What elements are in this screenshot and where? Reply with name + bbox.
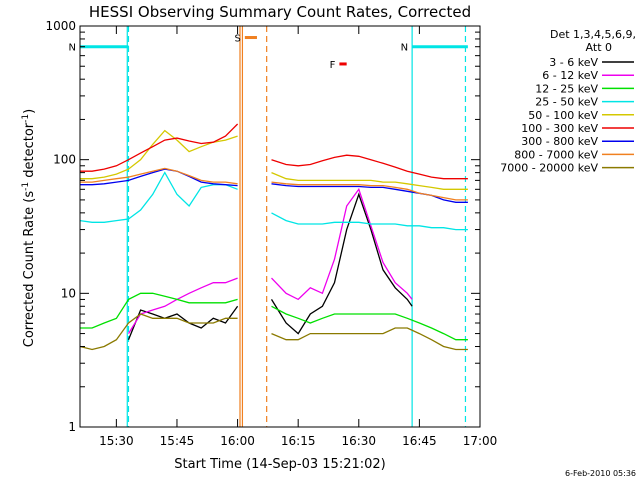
flag-label-2: S <box>234 34 240 45</box>
y-axis-label-exp2: -1 <box>21 114 31 123</box>
legend-label-3: 25 - 50 keV <box>535 96 598 109</box>
legend-label-0: 3 - 6 keV <box>549 56 598 69</box>
x-axis-label: Start Time (14-Sep-03 15:21:02) <box>174 457 385 472</box>
legend-label-6: 300 - 800 keV <box>521 135 598 148</box>
y-tick-label-1: 10 <box>61 286 76 300</box>
x-tick-label-3: 16:15 <box>281 434 316 448</box>
footer-timestamp: 6-Feb-2010 05:36 <box>565 469 636 478</box>
y-axis: 1 10 100 1000 <box>45 19 480 434</box>
flag-label-3: F <box>330 60 336 71</box>
legend-header-line-2: Att 0 <box>586 41 612 54</box>
series-line-25-50-kev-0 <box>79 171 238 223</box>
y-axis-label-exp1: -1 <box>21 182 31 191</box>
series-line-25-50-kev-1 <box>271 212 468 231</box>
series-line-100-300-kev-0 <box>80 123 239 172</box>
chart-title: HESSI Observing Summary Count Rates, Cor… <box>89 3 471 21</box>
series-line-12-25-kev-0 <box>80 292 238 329</box>
series-line-800-7000-kev-0 <box>80 167 238 185</box>
series-line-50-100-kev-1 <box>271 172 468 190</box>
legend-label-2: 12 - 25 keV <box>535 82 598 95</box>
plot-frame <box>79 25 481 428</box>
y-tick-label-2: 100 <box>53 153 76 167</box>
x-tick-label-6: 17:00 <box>463 434 498 448</box>
y-axis-label-main: Corrected Count Rate (s <box>22 191 37 348</box>
series-line-800-7000-kev-1 <box>271 181 468 201</box>
legend-header-line-1: Det 1,3,4,5,6,9, <box>550 28 636 41</box>
series-line-7000-20000-kev-1 <box>271 327 468 351</box>
flag-label-1: N <box>401 43 408 54</box>
flag-label-0: N <box>69 43 76 54</box>
series-line-6-12-kev-1 <box>271 187 413 301</box>
y-tick-label-0: 1 <box>68 420 76 434</box>
y-tick-label-3: 1000 <box>45 19 76 33</box>
x-tick-label-4: 16:30 <box>341 434 376 448</box>
series-line-3-6-kev-1 <box>270 192 413 335</box>
y-axis-label-mid: detector <box>22 122 37 182</box>
x-tick-label-5: 16:45 <box>402 434 437 448</box>
y-axis-label: Corrected Count Rate (s-1 detector-1) <box>21 109 37 347</box>
legend-label-8: 7000 - 20000 keV <box>500 162 598 175</box>
legend-label-5: 100 - 300 keV <box>521 122 598 135</box>
plot-content: N N S F <box>69 26 468 427</box>
series-line-100-300-kev-1 <box>271 154 468 180</box>
legend-label-7: 800 - 7000 keV <box>514 148 598 161</box>
x-tick-label-0: 15:30 <box>99 434 134 448</box>
series-line-6-12-kev-0 <box>127 277 238 334</box>
series-line-300-800-kev-1 <box>271 183 468 203</box>
series-line-7000-20000-kev-0 <box>79 313 238 351</box>
x-axis: 15:30 15:45 16:00 16:15 16:30 16:45 17:00 <box>99 26 497 448</box>
series-line-300-800-kev-0 <box>80 168 238 187</box>
legend-label-4: 50 - 100 keV <box>528 109 598 122</box>
y-axis-label-end: ) <box>22 109 37 114</box>
x-tick-label-2: 16:00 <box>220 434 255 448</box>
legend-label-1: 6 - 12 keV <box>542 69 598 82</box>
x-tick-label-1: 15:45 <box>160 434 195 448</box>
series-line-12-25-kev-1 <box>271 305 468 341</box>
